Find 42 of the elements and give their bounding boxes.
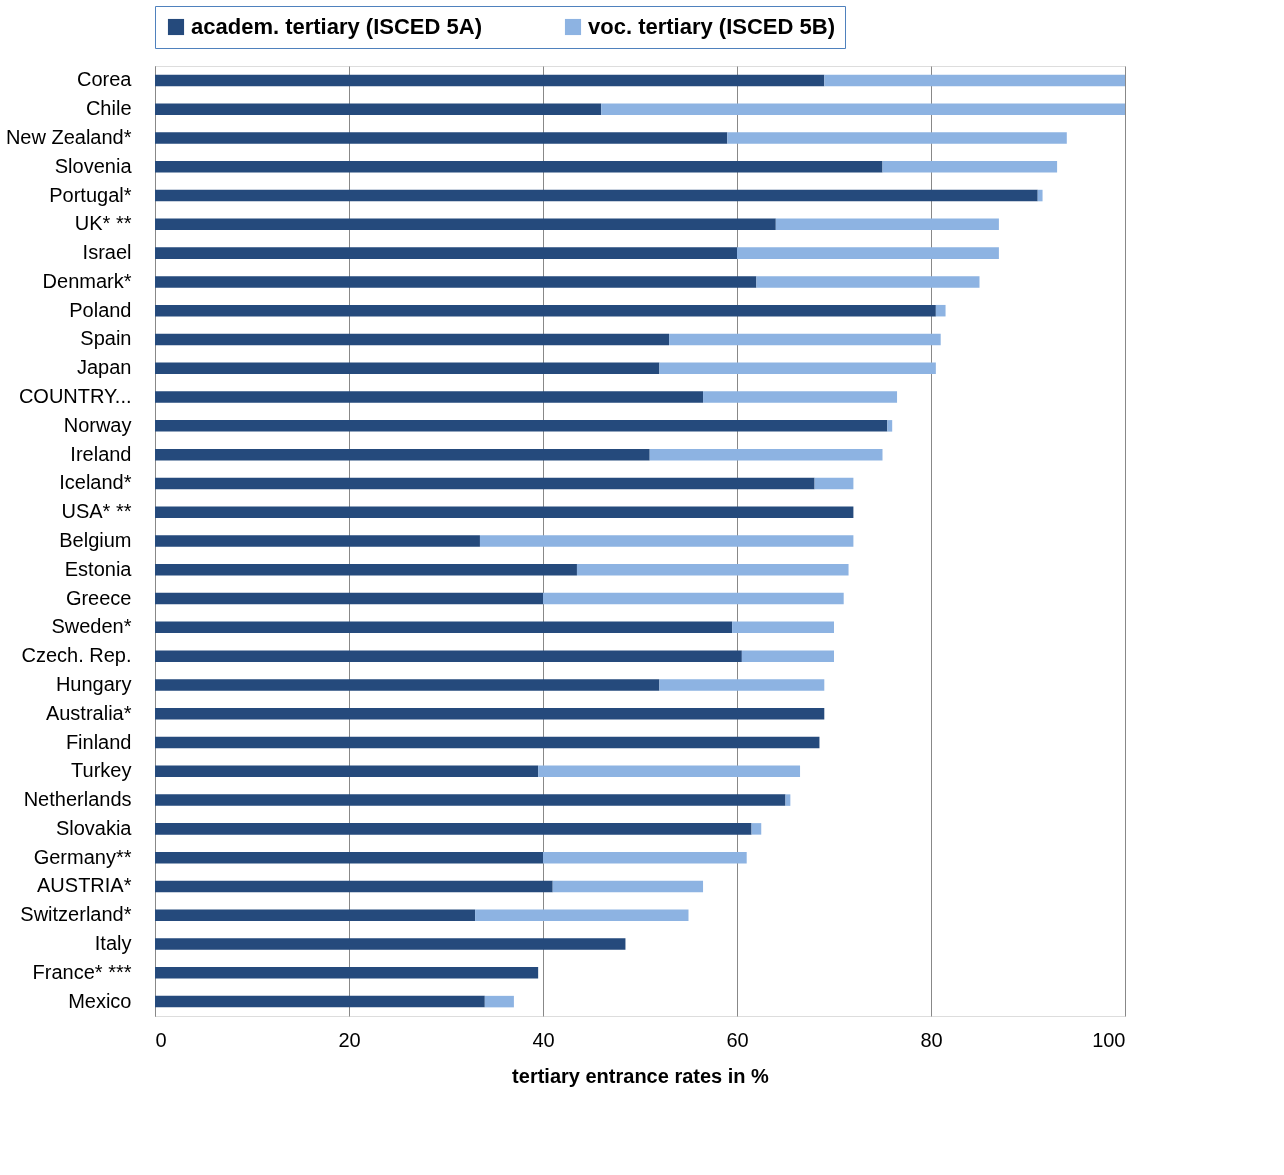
y-tick-label: Belgium bbox=[59, 529, 132, 551]
x-tick-label: 100 bbox=[1092, 1028, 1126, 1051]
y-tick-label: Mexico bbox=[68, 989, 132, 1012]
y-tick-label: Italy bbox=[94, 932, 132, 955]
legend-label: academ. tertiary (ISCED 5A) bbox=[191, 14, 482, 39]
y-tick-label: Hungary bbox=[55, 672, 132, 695]
y-tick-label: Australia* bbox=[45, 701, 132, 724]
y-tick-label: Corea bbox=[77, 68, 133, 91]
y-tick-label: Netherlands bbox=[23, 788, 132, 811]
y-tick-label: Turkey bbox=[71, 759, 132, 782]
legend-label: voc. tertiary (ISCED 5B) bbox=[588, 14, 835, 39]
y-tick-label: USA* ** bbox=[61, 500, 132, 523]
y-tick-label: Spain bbox=[80, 327, 132, 350]
x-tick-label: 20 bbox=[338, 1028, 361, 1051]
y-tick-label: Czech. Rep. bbox=[21, 644, 132, 667]
y-tick-label: Norway bbox=[63, 413, 132, 436]
y-tick-label: Denmark* bbox=[42, 269, 132, 292]
x-tick-label: 80 bbox=[920, 1028, 943, 1051]
y-tick-label: Japan bbox=[77, 356, 132, 379]
y-tick-label: Iceland* bbox=[59, 471, 132, 494]
x-tick-label: 60 bbox=[726, 1028, 749, 1051]
y-tick-label: Finland bbox=[65, 730, 132, 753]
y-tick-label: Sweden* bbox=[51, 615, 132, 638]
y-tick-label: Chile bbox=[85, 97, 132, 120]
y-tick-label: COUNTRY... bbox=[18, 385, 132, 408]
y-tick-label: Greece bbox=[65, 586, 132, 609]
y-tick-label: Slovakia bbox=[55, 816, 133, 839]
y-tick-label: Ireland bbox=[70, 442, 132, 465]
x-axis-title: tertiary entrance rates in % bbox=[512, 1064, 770, 1087]
y-tick-label: Slovenia bbox=[54, 154, 133, 177]
y-tick-label: UK* ** bbox=[74, 212, 132, 235]
y-tick-label: Portugal* bbox=[49, 183, 132, 206]
y-tick-label: Estonia bbox=[64, 557, 133, 580]
x-tick-label: 0 bbox=[155, 1028, 167, 1051]
y-tick-label: New Zealand* bbox=[5, 125, 132, 148]
y-tick-label: Poland bbox=[69, 298, 132, 321]
y-tick-label: Israel bbox=[82, 241, 132, 264]
y-tick-label: Switzerland* bbox=[20, 903, 132, 926]
y-tick-label: AUSTRIA* bbox=[37, 874, 132, 897]
y-tick-label: France* *** bbox=[32, 960, 132, 983]
x-tick-label: 40 bbox=[532, 1028, 555, 1051]
y-tick-label: Germany** bbox=[33, 845, 132, 868]
